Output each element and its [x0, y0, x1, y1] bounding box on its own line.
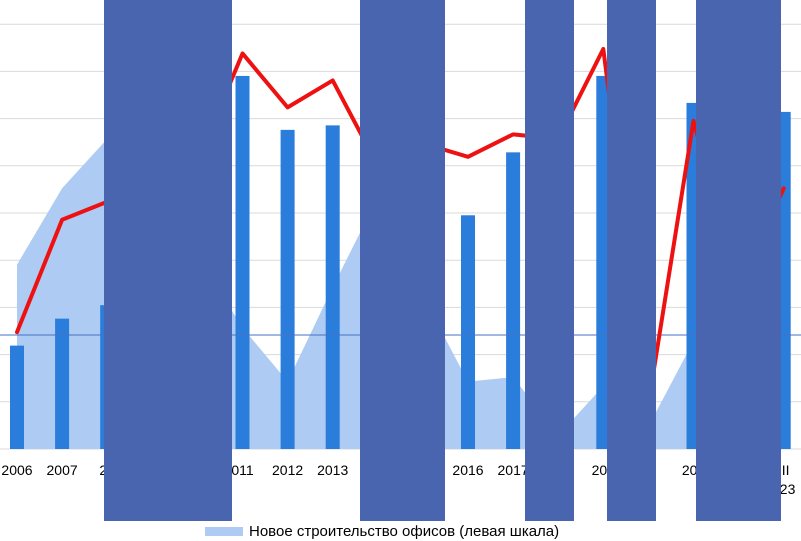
x-tick-label: 2007	[47, 462, 78, 478]
occlusion-blocks	[104, 0, 781, 521]
bar	[461, 215, 475, 449]
occluder-block	[104, 0, 232, 521]
bar	[596, 75, 611, 450]
x-tick-label: 011	[231, 462, 254, 478]
occluder-block	[696, 0, 781, 521]
bar	[10, 345, 24, 449]
bar	[506, 152, 521, 450]
legend: Новое строительство офисов (левая шкала)	[205, 521, 559, 541]
x-tick-label: 2006	[1, 462, 32, 478]
x-tick-label: 2013	[317, 462, 348, 478]
bar	[325, 125, 340, 450]
occluder-block	[360, 0, 445, 521]
bar	[235, 75, 250, 450]
x-tick-label: 2016	[452, 462, 483, 478]
x-tick-label: 2017	[498, 462, 529, 478]
legend-area-swatch	[205, 526, 243, 536]
x-tick-label: 2012	[272, 462, 303, 478]
occluder-block	[607, 0, 656, 521]
bar	[55, 318, 70, 449]
occluder-block	[525, 0, 574, 521]
bar	[280, 129, 295, 449]
legend-area-label: Новое строительство офисов (левая шкала)	[249, 522, 560, 540]
x-tick-label: III	[778, 462, 790, 478]
